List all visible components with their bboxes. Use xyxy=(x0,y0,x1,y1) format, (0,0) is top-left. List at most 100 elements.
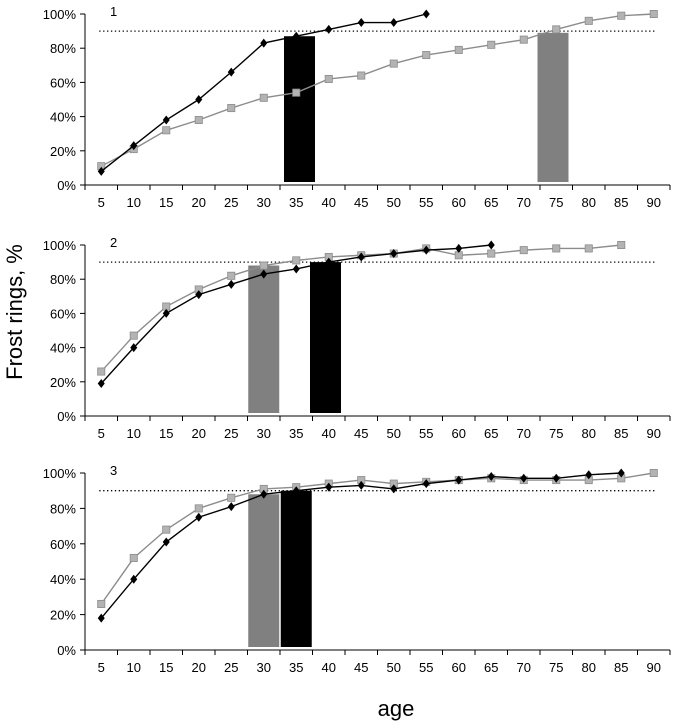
data-point-black xyxy=(227,279,235,289)
data-point-gray xyxy=(292,256,301,265)
x-tick-label: 65 xyxy=(484,426,498,441)
y-tick-label: 20% xyxy=(50,608,76,623)
data-point-black xyxy=(227,502,235,512)
x-tick-label: 65 xyxy=(484,660,498,675)
x-tick-label: 20 xyxy=(192,195,206,210)
x-tick-label: 50 xyxy=(387,195,401,210)
y-tick-label: 20% xyxy=(50,375,76,390)
data-point-gray xyxy=(422,51,431,60)
y-axis-title: Frost rings, % xyxy=(2,244,27,380)
x-tick-label: 80 xyxy=(582,195,596,210)
x-tick-label: 35 xyxy=(289,426,303,441)
data-point-black xyxy=(292,264,300,274)
y-tick-label: 0% xyxy=(57,643,76,658)
x-tick-label: 80 xyxy=(582,426,596,441)
data-point-gray xyxy=(97,367,106,376)
bar-black xyxy=(280,490,312,647)
data-point-gray xyxy=(259,93,268,102)
y-tick-label: 0% xyxy=(57,409,76,424)
y-tick-label: 40% xyxy=(50,341,76,356)
data-point-gray xyxy=(194,504,203,513)
data-point-gray xyxy=(552,244,561,253)
data-point-gray xyxy=(227,104,236,113)
x-tick-label: 90 xyxy=(647,660,661,675)
data-point-gray xyxy=(259,261,268,270)
x-axis-title: age xyxy=(378,696,415,721)
data-point-black xyxy=(455,243,463,253)
data-point-black xyxy=(325,257,333,267)
data-point-black xyxy=(260,38,268,48)
series-line-black xyxy=(100,472,622,619)
data-point-gray xyxy=(357,71,366,80)
data-point-black xyxy=(422,245,430,255)
data-point-black xyxy=(195,290,203,300)
data-point-gray xyxy=(552,25,561,34)
x-tick-label: 30 xyxy=(257,660,271,675)
data-point-black xyxy=(357,18,365,28)
x-tick-label: 50 xyxy=(387,426,401,441)
data-point-gray xyxy=(194,116,203,125)
data-point-gray xyxy=(454,45,463,54)
data-point-gray xyxy=(227,271,236,280)
data-point-black xyxy=(325,482,333,492)
x-tick-label: 75 xyxy=(549,195,563,210)
data-point-black xyxy=(487,472,495,482)
bar-black xyxy=(310,262,341,413)
x-tick-label: 85 xyxy=(614,660,628,675)
x-tick-label: 10 xyxy=(127,426,141,441)
data-point-black xyxy=(195,512,203,522)
data-point-black xyxy=(97,613,105,623)
data-point-black xyxy=(97,379,105,389)
series-line-gray xyxy=(100,472,654,605)
x-tick-label: 75 xyxy=(549,426,563,441)
x-tick-label: 60 xyxy=(452,195,466,210)
y-tick-label: 80% xyxy=(50,41,76,56)
series-line-gray xyxy=(100,244,622,373)
chart-panel-3: 3 0% 20% 40% 60% 80% 100% 5 10 15 20 25 30 35 40 45 50 55… xyxy=(43,463,671,675)
panel-label: 1 xyxy=(110,4,117,19)
y-tick-label: 40% xyxy=(50,572,76,587)
panel-label: 2 xyxy=(110,235,117,250)
x-tick-label: 50 xyxy=(387,660,401,675)
x-tick-label: 35 xyxy=(289,660,303,675)
x-tick-label: 15 xyxy=(159,426,173,441)
chart-panel-1: 1 0% 20% 40% 60% 80% 100% 5 10 15 20 25 30 35 40 45 50 55… xyxy=(43,4,671,210)
data-point-black xyxy=(162,115,170,125)
data-point-gray xyxy=(584,244,593,253)
data-point-black xyxy=(97,166,105,176)
data-point-gray xyxy=(162,126,171,135)
bar-gray xyxy=(248,494,280,647)
data-point-black xyxy=(162,537,170,547)
x-tick-label: 10 xyxy=(127,660,141,675)
data-point-black xyxy=(357,480,365,490)
x-tick-label: 55 xyxy=(419,660,433,675)
data-point-black xyxy=(617,468,625,478)
data-point-black xyxy=(260,269,268,279)
data-point-gray xyxy=(129,553,138,562)
x-tick-label: 90 xyxy=(647,426,661,441)
x-tick-label: 25 xyxy=(224,426,238,441)
x-tick-label: 90 xyxy=(647,195,661,210)
x-tick-label: 55 xyxy=(419,195,433,210)
data-point-gray xyxy=(617,240,626,249)
x-tick-label: 5 xyxy=(98,426,105,441)
panel-label: 3 xyxy=(110,463,117,478)
y-tick-label: 80% xyxy=(50,501,76,516)
y-tick-label: 0% xyxy=(57,178,76,193)
data-point-gray xyxy=(649,468,658,477)
data-point-gray xyxy=(227,493,236,502)
x-tick-label: 75 xyxy=(549,660,563,675)
data-point-black xyxy=(390,18,398,28)
data-point-gray xyxy=(324,74,333,83)
x-tick-label: 25 xyxy=(224,195,238,210)
x-tick-label: 20 xyxy=(192,426,206,441)
data-point-black xyxy=(585,470,593,480)
series-line-black xyxy=(100,13,427,172)
data-point-black xyxy=(487,240,495,250)
y-tick-label: 20% xyxy=(50,144,76,159)
data-point-black xyxy=(130,343,138,353)
x-tick-label: 60 xyxy=(452,426,466,441)
chart-panel-2: 20%20%40%60%80%100%5 10 15 20 25 30 35 40 45 50 55… xyxy=(43,235,671,441)
x-tick-label: 70 xyxy=(517,195,531,210)
y-tick-label: 100% xyxy=(43,238,77,253)
